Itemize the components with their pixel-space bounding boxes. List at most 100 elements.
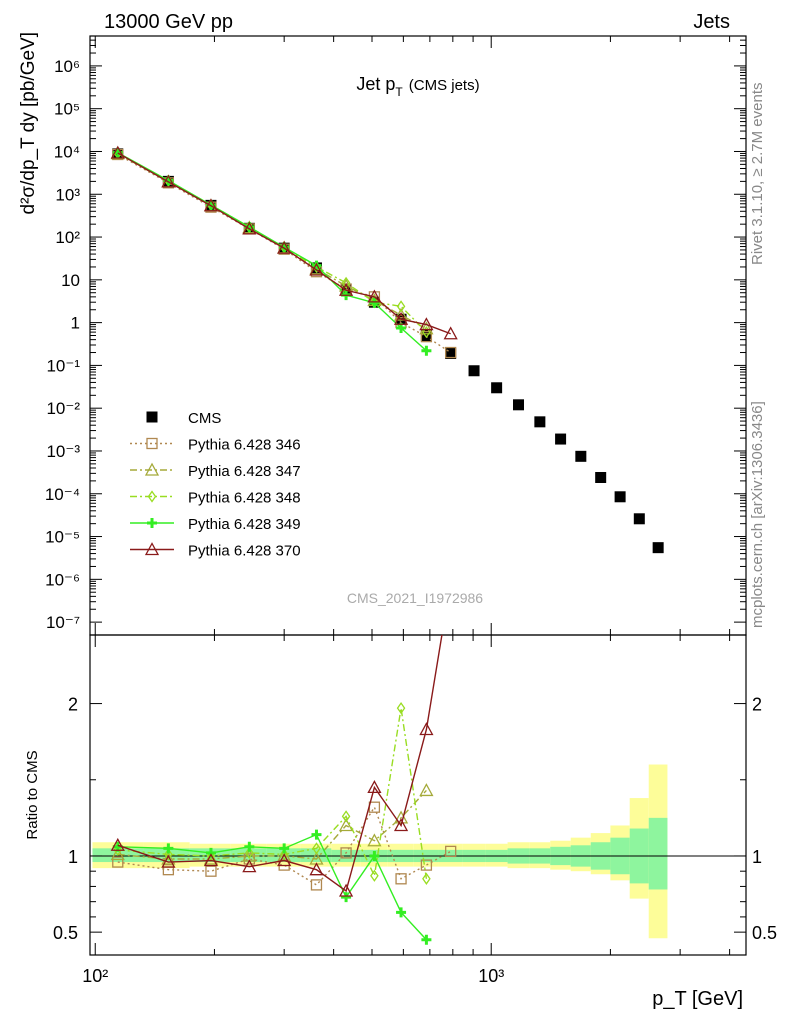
series-point-ratio [162, 864, 175, 876]
legend-label: Pythia 6.428 346 [188, 437, 301, 454]
series-point-ratio [163, 843, 174, 854]
legend-marker-cms [146, 411, 158, 423]
plot-title-suffix: (CMS jets) [409, 77, 480, 94]
series-point-main [393, 307, 409, 321]
series-point-ratio [396, 907, 407, 918]
series-point-main [393, 311, 409, 325]
band-inner-bin [230, 848, 267, 863]
series-point-ratio [395, 873, 407, 885]
series-point-main [311, 260, 322, 271]
series-point-ratio [367, 833, 382, 847]
legend: CMS Pythia 6.428 346 Pythia 6.428 347 Pythi… [130, 410, 301, 560]
series-point-ratio [370, 869, 379, 882]
cms-data-point [491, 382, 503, 394]
series-point-main [203, 198, 219, 212]
y-tick-label-main: 10 [61, 271, 80, 290]
series-point-ratio [242, 859, 257, 873]
x-tick-label: 10³ [478, 966, 504, 986]
y-tick-label-main: 10⁶ [54, 57, 80, 76]
legend-label-cms: CMS [188, 410, 221, 427]
ratio-plot-marks [110, 576, 457, 945]
y-tick-label-main: 10² [55, 228, 80, 247]
cms-data-point [652, 542, 664, 554]
y-tick-label-ratio-right: 2 [752, 695, 762, 715]
y-tick-label-main: 10⁻⁶ [45, 570, 80, 589]
series-point-ratio [340, 847, 352, 859]
analysis-label: CMS_2021_I1972986 [347, 590, 483, 606]
series-point-ratio [338, 818, 354, 832]
legend-marker [144, 542, 160, 556]
legend-label: Pythia 6.428 347 [188, 463, 301, 480]
series-point-ratio [112, 856, 124, 868]
series-point-main [309, 262, 324, 276]
y-tick-label-main: 10⁻² [46, 399, 80, 418]
series-point-ratio [277, 853, 292, 867]
series-point-main [277, 240, 292, 254]
series-line-main [117, 152, 451, 335]
y-tick-label-ratio-right: 0.5 [752, 923, 777, 943]
series-point-ratio [393, 818, 409, 832]
series-line-ratio [117, 635, 443, 893]
y-tick-label-main: 10⁻⁷ [46, 613, 80, 632]
y-tick-label-ratio-right: 1 [752, 847, 762, 867]
cms-data-point [614, 491, 626, 503]
ratio-frame [89, 634, 747, 956]
legend-marker [144, 462, 160, 476]
series-line-ratio [117, 708, 428, 879]
y-axis-label-main: d²σ/dp_T dy [pb/GeV] [18, 32, 39, 214]
series-point-main [443, 326, 458, 340]
series-point-ratio [279, 848, 289, 861]
series-point-ratio [445, 576, 457, 587]
series-point-ratio [205, 865, 217, 877]
series-point-ratio [419, 783, 434, 797]
series-point-ratio [244, 841, 255, 852]
series-point-ratio [110, 847, 125, 861]
legend-label: Pythia 6.428 348 [188, 490, 301, 507]
y-tick-label-main: 10⁻⁴ [45, 485, 80, 504]
plot-title-sub: T [395, 85, 403, 99]
plot-title-main: Jet p [356, 74, 395, 94]
cms-data-point [633, 513, 645, 525]
series-point-ratio [369, 850, 380, 861]
main-plot-marks [110, 145, 664, 554]
cms-data-point [555, 433, 567, 445]
series-point-ratio [110, 837, 125, 851]
series-point-main [242, 221, 257, 235]
series-point-main [341, 276, 351, 289]
series-point-ratio [422, 872, 431, 885]
series-point-ratio [341, 810, 351, 823]
cms-data-point [534, 416, 546, 428]
legend-marker [146, 437, 158, 450]
side-label-bottom: mcplots.cern.ch [arXiv:1306.3436] [749, 401, 766, 628]
series-point-ratio [419, 722, 434, 736]
legend-marker [147, 518, 157, 528]
y-tick-label-main: 10⁻⁵ [45, 528, 80, 547]
cms-data-point [445, 347, 457, 359]
cms-data-point [420, 330, 432, 341]
y-tick-label-ratio: 0.5 [53, 923, 78, 943]
plot-title: Jet pT (CMS jets) [356, 74, 479, 99]
series-point-ratio [311, 829, 322, 840]
series-point-main [419, 317, 434, 331]
series-line-ratio [117, 789, 427, 860]
header-left: 13000 GeV pp [104, 11, 233, 33]
header-right: Jets [693, 11, 730, 33]
series-point-ratio [312, 842, 321, 855]
series-point-ratio [367, 780, 382, 794]
legend-label: Pythia 6.428 349 [188, 516, 301, 533]
side-label-top: Rivet 3.1.10, ≥ 2.7M events [749, 83, 766, 266]
series-point-ratio [245, 846, 254, 860]
series-point-main [420, 330, 433, 343]
series-point-ratio [205, 847, 216, 858]
series-point-ratio [161, 854, 176, 868]
band-inner-bin [648, 817, 668, 890]
series-point-ratio [309, 862, 324, 876]
series-point-ratio [445, 845, 457, 858]
series-point-main [367, 289, 382, 303]
ratio-band [90, 764, 746, 939]
series-point-ratio [203, 851, 219, 865]
y-tick-label-main: 10⁵ [54, 100, 80, 119]
series-point-ratio [310, 879, 323, 891]
series-point-ratio [421, 934, 432, 945]
